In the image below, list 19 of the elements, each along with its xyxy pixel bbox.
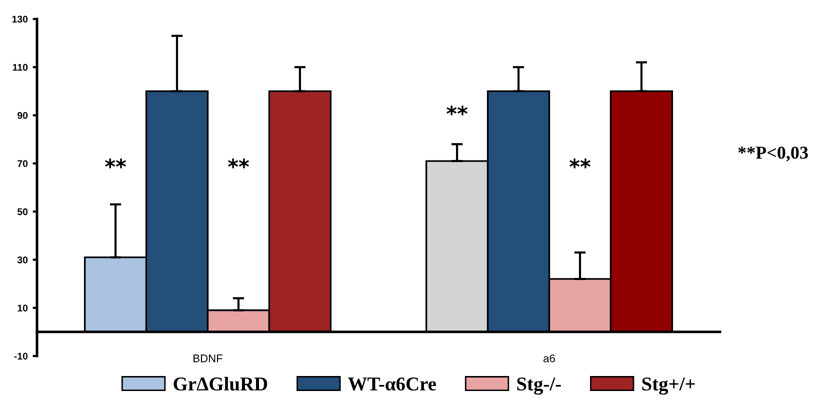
- y-tick-label: 70: [18, 160, 28, 168]
- y-tick-label: 30: [17, 256, 28, 264]
- annotation: **: [570, 158, 590, 168]
- annotation: **: [228, 158, 249, 168]
- legend-label: Stg+/+: [642, 377, 695, 395]
- legend-label: WT-α6Cre: [348, 377, 436, 391]
- y-tick-label: 110: [12, 64, 28, 71]
- legend-label: Stg-/-: [517, 377, 561, 395]
- y-tick-label: 130: [12, 16, 28, 23]
- text: **P<0,03: [738, 146, 808, 162]
- y-tick-label: 50: [17, 208, 28, 216]
- legend-label: GrΔGluRD: [174, 376, 268, 391]
- y-tick-label: 90: [17, 112, 28, 119]
- annotation: **: [446, 106, 468, 116]
- x-tick-label: a6: [544, 354, 555, 362]
- annotation: **: [105, 158, 126, 168]
- x-tick-label: BDNF: [194, 354, 222, 362]
- y-tick-label: 10: [18, 304, 28, 312]
- y-tick-label: -10: [14, 352, 28, 360]
